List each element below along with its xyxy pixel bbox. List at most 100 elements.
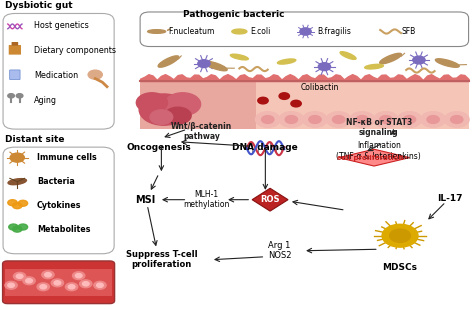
Circle shape	[18, 200, 27, 206]
Circle shape	[451, 116, 463, 123]
Circle shape	[18, 224, 27, 230]
Circle shape	[73, 272, 85, 280]
Ellipse shape	[204, 61, 227, 71]
Text: Pathogenic bacteric: Pathogenic bacteric	[182, 11, 284, 20]
Circle shape	[150, 110, 173, 124]
Ellipse shape	[148, 30, 165, 33]
Text: MSI: MSI	[135, 195, 155, 205]
Ellipse shape	[230, 54, 248, 60]
Circle shape	[8, 283, 14, 287]
Circle shape	[326, 112, 351, 127]
Text: B.fragilis: B.fragilis	[317, 27, 351, 36]
Circle shape	[356, 116, 368, 123]
Circle shape	[285, 116, 298, 123]
Circle shape	[318, 63, 330, 71]
Circle shape	[75, 273, 82, 278]
Circle shape	[8, 200, 17, 206]
Circle shape	[16, 94, 23, 98]
Circle shape	[421, 112, 446, 127]
Circle shape	[390, 229, 410, 242]
Text: SFB: SFB	[402, 27, 416, 36]
Text: Inflamation
(TNF-α & Interienkins): Inflamation (TNF-α & Interienkins)	[337, 141, 421, 161]
Text: Suppress T-cell
proliferation: Suppress T-cell proliferation	[126, 250, 197, 269]
Text: Aging: Aging	[34, 96, 57, 105]
FancyBboxPatch shape	[3, 13, 114, 129]
Circle shape	[137, 93, 167, 113]
Circle shape	[40, 285, 46, 289]
Circle shape	[97, 283, 103, 287]
Circle shape	[82, 282, 89, 286]
Text: Colibactin: Colibactin	[301, 82, 339, 91]
Circle shape	[300, 28, 311, 35]
Circle shape	[54, 281, 61, 285]
Text: Bacteria: Bacteria	[37, 177, 75, 186]
Text: Dietary components: Dietary components	[34, 46, 116, 55]
FancyBboxPatch shape	[140, 12, 469, 46]
Text: Arg 1
NOS2: Arg 1 NOS2	[268, 241, 292, 260]
Circle shape	[26, 279, 32, 283]
Circle shape	[45, 273, 51, 277]
Circle shape	[291, 100, 301, 107]
Text: cell proliferation: cell proliferation	[337, 155, 403, 161]
Circle shape	[68, 285, 75, 289]
Circle shape	[413, 56, 425, 64]
Circle shape	[255, 112, 280, 127]
Circle shape	[10, 153, 24, 162]
Text: DNA damage: DNA damage	[232, 143, 298, 152]
Circle shape	[51, 279, 64, 287]
Text: NF-κB or STAT3
signaling: NF-κB or STAT3 signaling	[346, 118, 412, 137]
Circle shape	[382, 224, 418, 247]
Text: Metabolites: Metabolites	[37, 225, 91, 234]
Text: Host genetics: Host genetics	[34, 21, 89, 30]
Circle shape	[164, 93, 201, 116]
FancyBboxPatch shape	[140, 81, 469, 129]
Ellipse shape	[8, 179, 27, 185]
Ellipse shape	[232, 29, 247, 34]
Text: F.nucleatum: F.nucleatum	[168, 27, 214, 36]
Circle shape	[258, 97, 268, 104]
Text: ROS: ROS	[260, 195, 280, 204]
Ellipse shape	[365, 64, 383, 69]
Circle shape	[309, 116, 321, 123]
Text: Immune cells: Immune cells	[37, 153, 97, 162]
Circle shape	[88, 70, 102, 79]
Ellipse shape	[277, 59, 296, 64]
Circle shape	[12, 226, 22, 232]
Circle shape	[303, 112, 327, 127]
FancyBboxPatch shape	[2, 261, 115, 303]
FancyBboxPatch shape	[11, 42, 18, 46]
Text: IL-17: IL-17	[437, 194, 463, 203]
Ellipse shape	[380, 53, 401, 64]
Circle shape	[23, 277, 35, 285]
Circle shape	[42, 271, 54, 279]
Circle shape	[13, 272, 26, 280]
Circle shape	[350, 112, 374, 127]
Circle shape	[279, 112, 304, 127]
Text: E.coli: E.coli	[251, 27, 271, 36]
Circle shape	[9, 224, 18, 230]
FancyBboxPatch shape	[3, 147, 114, 254]
Circle shape	[16, 274, 23, 278]
Text: Cytokines: Cytokines	[37, 201, 82, 210]
Circle shape	[403, 116, 416, 123]
Text: Distant site: Distant site	[5, 135, 65, 144]
Ellipse shape	[158, 56, 179, 67]
FancyBboxPatch shape	[140, 81, 256, 129]
Circle shape	[164, 107, 191, 124]
Circle shape	[262, 116, 274, 123]
Text: Medication: Medication	[34, 71, 78, 80]
Polygon shape	[338, 149, 410, 166]
Circle shape	[8, 94, 14, 98]
Circle shape	[12, 203, 22, 209]
Ellipse shape	[340, 52, 356, 60]
FancyBboxPatch shape	[9, 70, 20, 80]
Circle shape	[445, 112, 469, 127]
Polygon shape	[252, 188, 288, 211]
Circle shape	[332, 116, 345, 123]
Text: MDSCs: MDSCs	[383, 263, 418, 272]
Circle shape	[139, 94, 188, 125]
Circle shape	[279, 93, 290, 100]
Text: Oncogenesis: Oncogenesis	[127, 143, 191, 152]
Circle shape	[37, 283, 49, 291]
Circle shape	[65, 283, 78, 291]
